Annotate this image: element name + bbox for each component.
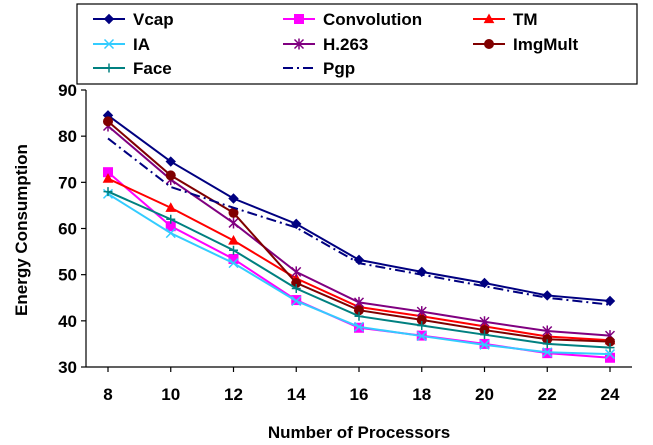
data-point — [228, 217, 239, 229]
x-tick-label: 8 — [103, 385, 112, 404]
legend-marker — [104, 63, 114, 73]
data-point — [542, 339, 552, 349]
data-point — [604, 295, 616, 307]
plot-area — [102, 110, 616, 363]
legend-label: H.263 — [323, 35, 368, 54]
legend-item-convolution: Convolution — [283, 10, 422, 29]
data-point — [103, 116, 113, 127]
legend-item-h-263: H.263 — [283, 35, 368, 54]
data-point — [353, 321, 365, 332]
data-point — [291, 284, 301, 294]
x-tick-label: 14 — [287, 385, 306, 404]
series-line-vcap — [107, 114, 611, 302]
legend-item-ia: IA — [93, 35, 150, 54]
data-point — [354, 311, 364, 321]
data-point — [102, 173, 114, 183]
data-point — [480, 330, 489, 340]
data-point — [228, 193, 239, 204]
x-tick-label: 18 — [412, 385, 431, 404]
y-tick-label: 90 — [58, 81, 77, 100]
legend-box — [76, 3, 638, 85]
legend-marker — [293, 38, 305, 50]
data-point — [479, 339, 490, 350]
y-tick-label: 70 — [58, 173, 77, 192]
data-point — [542, 347, 553, 358]
legend-label: Vcap — [133, 10, 174, 29]
legend-item-pgp: Pgp — [283, 59, 355, 78]
y-tick-label: 40 — [58, 312, 77, 331]
x-tick-label: 16 — [350, 385, 369, 404]
y-tick-label: 50 — [58, 266, 77, 285]
legend-marker — [103, 38, 115, 50]
data-point — [166, 214, 176, 224]
y-tick-label: 60 — [58, 220, 77, 239]
data-point — [165, 228, 176, 239]
data-point — [542, 290, 553, 301]
legend-label: ImgMult — [513, 35, 578, 54]
data-point — [165, 156, 176, 167]
series-face — [103, 187, 615, 353]
x-tick-label: 12 — [224, 385, 243, 404]
legend-label: TM — [513, 10, 538, 29]
legend-item-vcap: Vcap — [93, 10, 174, 29]
axes: 30 40 50 60 70 80 90 8 10 12 14 16 18 20 22 24 — [58, 81, 632, 404]
series-vcap — [102, 110, 616, 307]
legend-item-face: Face — [93, 59, 172, 78]
legend-item-imgmult: ImgMult — [473, 35, 578, 54]
data-point — [165, 170, 176, 181]
data-point — [228, 258, 239, 269]
legend-marker — [483, 13, 495, 24]
data-point — [416, 331, 427, 342]
data-point — [291, 266, 302, 278]
y-tick-label: 80 — [58, 127, 77, 146]
data-point — [291, 295, 302, 307]
x-axis-title: Number of Processors — [268, 423, 450, 442]
legend-marker — [484, 39, 494, 49]
y-axis-title: Energy Consumption — [12, 144, 31, 316]
x-tick-label: 22 — [538, 385, 557, 404]
data-point — [604, 349, 616, 360]
legend-marker — [294, 14, 304, 24]
legend-marker — [103, 13, 115, 25]
series-line-pgp — [107, 137, 611, 306]
series-imgmult — [103, 116, 615, 347]
series-ia — [102, 188, 616, 360]
x-tick-label: 24 — [601, 385, 620, 404]
data-point — [229, 245, 238, 255]
x-tick-label: 20 — [475, 385, 494, 404]
x-tick-label: 10 — [161, 385, 180, 404]
legend-label: IA — [133, 35, 150, 54]
series-pgp — [107, 137, 611, 306]
legend-label: Face — [133, 59, 172, 78]
data-point — [605, 343, 615, 353]
legend-item-tm: TM — [473, 10, 538, 29]
data-point — [228, 234, 239, 245]
data-point — [417, 320, 427, 330]
legend-label: Convolution — [323, 10, 422, 29]
legend: Vcap Convolution TM IA H.263 ImgMult Face Pgp — [76, 3, 638, 85]
legend-label: Pgp — [323, 59, 355, 78]
y-tick-label: 30 — [58, 358, 77, 377]
data-point — [165, 202, 177, 212]
data-point — [103, 187, 113, 197]
